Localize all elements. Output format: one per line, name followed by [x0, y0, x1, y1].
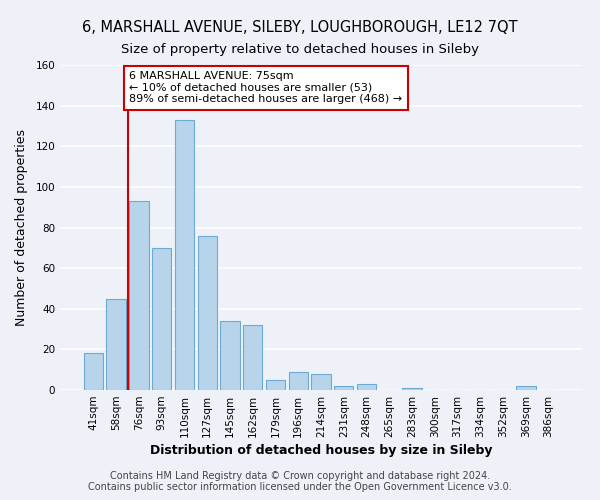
Text: 6 MARSHALL AVENUE: 75sqm
← 10% of detached houses are smaller (53)
89% of semi-d: 6 MARSHALL AVENUE: 75sqm ← 10% of detach… — [130, 71, 403, 104]
Bar — [175, 120, 194, 390]
Bar — [84, 354, 103, 390]
Bar — [266, 380, 285, 390]
Bar — [197, 236, 217, 390]
Bar — [403, 388, 422, 390]
Text: Contains HM Land Registry data © Crown copyright and database right 2024.: Contains HM Land Registry data © Crown c… — [110, 471, 490, 481]
X-axis label: Distribution of detached houses by size in Sileby: Distribution of detached houses by size … — [150, 444, 492, 457]
Bar — [311, 374, 331, 390]
Bar — [516, 386, 536, 390]
Bar — [129, 201, 149, 390]
Text: Contains public sector information licensed under the Open Government Licence v3: Contains public sector information licen… — [88, 482, 512, 492]
Bar — [357, 384, 376, 390]
Y-axis label: Number of detached properties: Number of detached properties — [16, 129, 28, 326]
Bar — [334, 386, 353, 390]
Bar — [152, 248, 172, 390]
Bar — [106, 298, 126, 390]
Bar — [289, 372, 308, 390]
Text: 6, MARSHALL AVENUE, SILEBY, LOUGHBOROUGH, LE12 7QT: 6, MARSHALL AVENUE, SILEBY, LOUGHBOROUGH… — [82, 20, 518, 35]
Bar — [243, 325, 262, 390]
Bar — [220, 321, 239, 390]
Text: Size of property relative to detached houses in Sileby: Size of property relative to detached ho… — [121, 42, 479, 56]
